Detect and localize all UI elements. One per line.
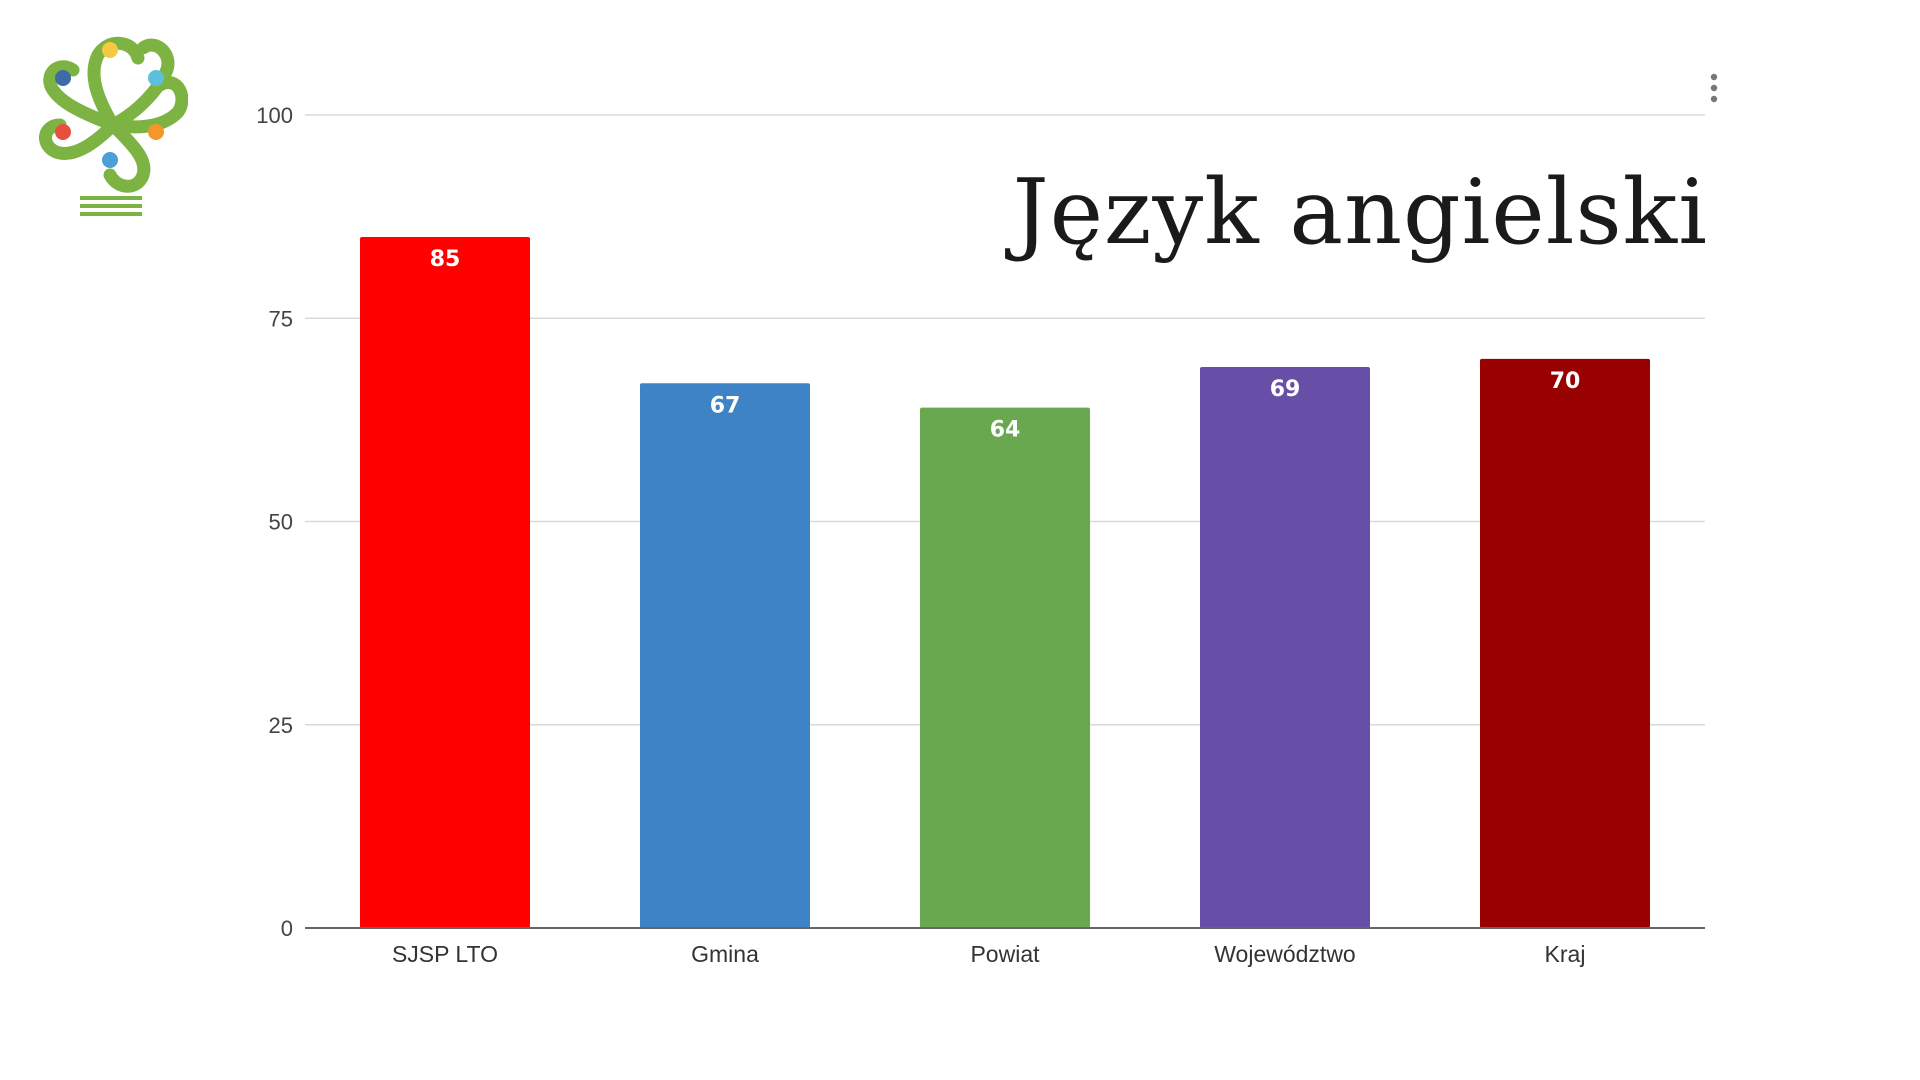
y-tick-label: 25 bbox=[269, 713, 293, 738]
bar bbox=[360, 236, 530, 928]
more-vert-icon[interactable] bbox=[1708, 72, 1720, 104]
bar bbox=[920, 407, 1090, 928]
y-tick-label: 100 bbox=[256, 103, 293, 128]
chart-title: Język angielski bbox=[1012, 160, 1708, 265]
data-label: 64 bbox=[990, 418, 1021, 443]
x-tick-label: Powiat bbox=[970, 941, 1040, 967]
y-tick-label: 0 bbox=[281, 916, 293, 941]
y-tick-label: 75 bbox=[269, 306, 293, 331]
data-label: 69 bbox=[1270, 377, 1301, 402]
x-tick-label: Gmina bbox=[691, 941, 759, 967]
data-label: 85 bbox=[430, 247, 461, 272]
bar bbox=[640, 383, 810, 928]
y-tick-label: 50 bbox=[269, 510, 293, 535]
x-tick-label: Kraj bbox=[1545, 941, 1586, 967]
x-tick-label: SJSP LTO bbox=[392, 941, 498, 967]
data-label: 70 bbox=[1550, 369, 1581, 394]
x-tick-label: Województwo bbox=[1214, 941, 1355, 967]
bar bbox=[1480, 358, 1650, 928]
data-label: 67 bbox=[710, 393, 741, 418]
flower-logo-icon bbox=[39, 36, 188, 216]
bar bbox=[1200, 367, 1370, 928]
